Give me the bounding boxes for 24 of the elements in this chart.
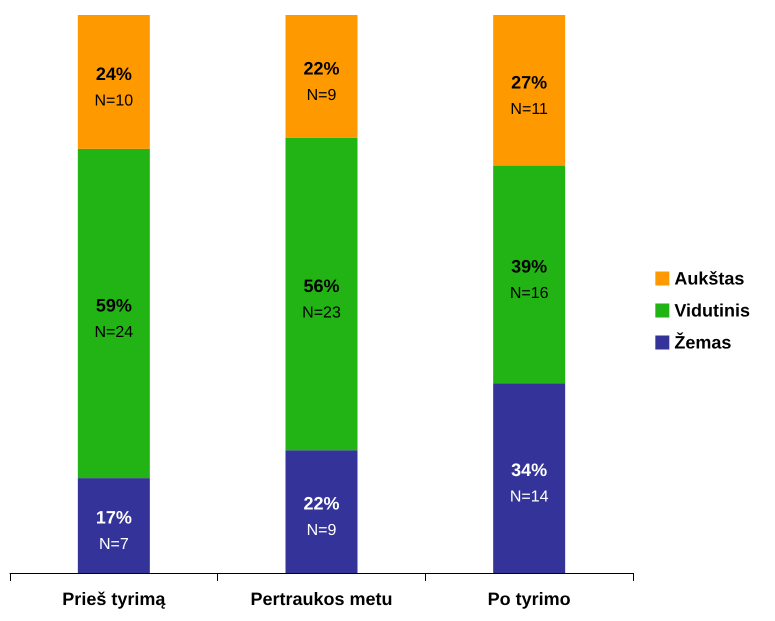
bar: [78, 478, 150, 573]
x-tick-label: Pertraukos metu: [250, 589, 393, 609]
data-label: 17% N=7: [96, 508, 132, 554]
legend-label: Vidutinis: [674, 300, 750, 320]
x-tick-label: Prieš tyrimą: [62, 589, 166, 609]
bar: [78, 15, 150, 149]
x-tick-label: Po tyrimo: [488, 589, 571, 609]
data-label: 27% N=11: [510, 72, 548, 118]
data-label: 34% N=14: [510, 460, 549, 506]
data-label: 22% N=9: [303, 494, 340, 540]
bar: [493, 383, 566, 573]
bar: [78, 148, 150, 478]
data-label: 39% N=16: [510, 256, 549, 302]
legend-label: Žemas: [674, 332, 732, 352]
bar: [493, 166, 566, 384]
data-label: 59% N=24: [94, 296, 134, 342]
data-label: 56% N=23: [302, 276, 341, 322]
data-label: 22% N=9: [303, 58, 340, 104]
legend-label: Aukštas: [674, 268, 744, 288]
bar: [286, 450, 358, 573]
bar: [286, 138, 358, 450]
bar: [286, 15, 358, 138]
data-label: 24% N=10: [94, 64, 134, 110]
bar: [493, 15, 566, 166]
